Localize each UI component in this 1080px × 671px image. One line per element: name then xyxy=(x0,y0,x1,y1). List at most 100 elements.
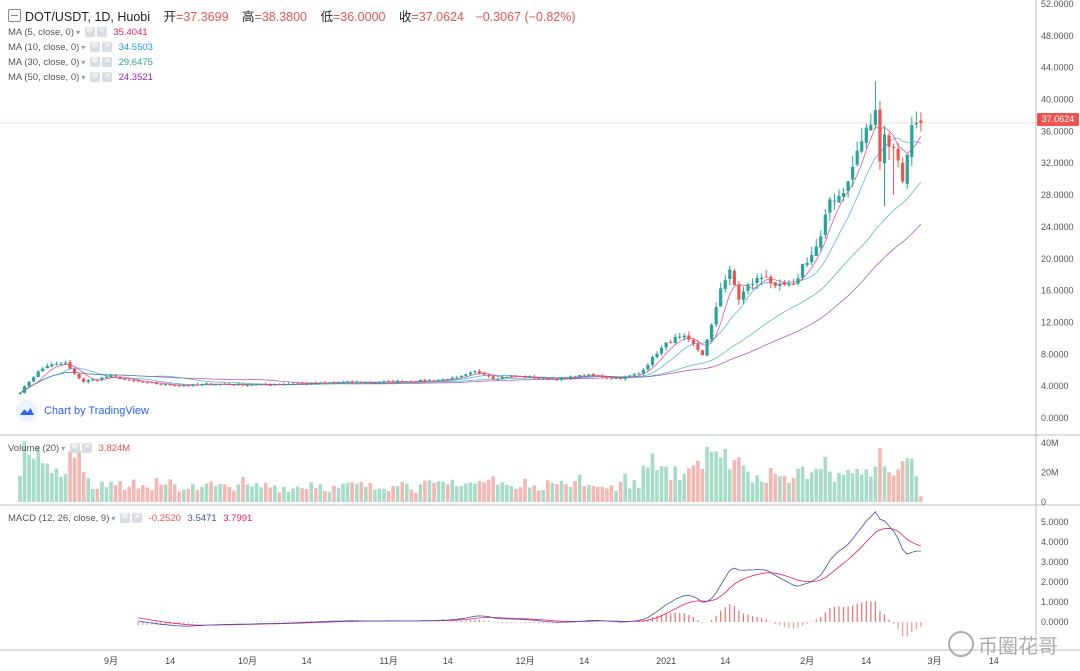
volume-bar xyxy=(95,488,100,502)
volume-bar xyxy=(68,451,72,502)
volume-bar xyxy=(259,487,263,502)
candle-body xyxy=(91,379,95,381)
candle-body xyxy=(127,379,131,381)
candle-body xyxy=(59,363,63,365)
volume-bar xyxy=(582,486,586,502)
candle-body xyxy=(377,382,382,384)
volume-bar xyxy=(759,481,764,502)
candle-body xyxy=(764,276,768,278)
candle-body xyxy=(468,372,473,375)
candle-body xyxy=(696,343,700,350)
volume-bar xyxy=(623,473,627,502)
price-tick-label: 24.0000 xyxy=(1041,222,1074,232)
ma30-remove-icon[interactable] xyxy=(101,56,112,68)
volume-bar xyxy=(755,475,759,502)
candle-body xyxy=(154,382,159,385)
macd-settings-icon[interactable] xyxy=(120,511,131,524)
candle-body xyxy=(73,368,77,374)
volume-bar xyxy=(768,467,773,502)
volume-bar xyxy=(277,492,282,502)
volume-bar xyxy=(859,474,864,502)
ma5-settings-icon[interactable] xyxy=(84,25,95,38)
ma50-dropdown-icon[interactable]: ▾ xyxy=(81,72,86,82)
ma50-settings-icon[interactable] xyxy=(89,70,100,83)
macd-dropdown-icon[interactable]: ▾ xyxy=(111,513,116,523)
candle-body xyxy=(619,377,623,380)
ma10-settings-icon[interactable] xyxy=(89,40,100,53)
ma50-remove-icon[interactable] xyxy=(101,71,112,83)
price-tick-label: 48.0000 xyxy=(1041,31,1074,41)
volume-bar xyxy=(295,486,300,502)
time-tick-label: 14 xyxy=(989,656,999,666)
volume-bar xyxy=(650,453,655,502)
candle-body xyxy=(582,375,586,377)
volume-bar xyxy=(309,482,313,502)
volume-bar xyxy=(213,485,218,502)
candle-body xyxy=(414,381,418,383)
volume-bar xyxy=(564,484,568,502)
volume-bar xyxy=(468,482,473,502)
volume-bar xyxy=(655,470,659,502)
candle-body xyxy=(241,384,245,386)
candle-body xyxy=(405,381,409,383)
candle-body xyxy=(541,377,545,379)
ma30-dropdown-icon[interactable]: ▾ xyxy=(81,57,86,67)
price-tick-label: 52.0000 xyxy=(1041,0,1074,9)
candle-body xyxy=(182,385,186,387)
ma5-label: MA (5, close, 0) xyxy=(8,27,74,38)
volume-bar xyxy=(891,475,896,502)
candle-body xyxy=(882,134,887,164)
candle-body xyxy=(491,376,495,380)
volume-bar xyxy=(700,468,705,502)
candle-body xyxy=(259,383,263,385)
tradingview-badge[interactable]: Chart by TradingView xyxy=(16,400,149,422)
volume-dropdown-icon[interactable]: ▾ xyxy=(61,443,66,453)
volume-bar xyxy=(586,484,591,502)
candle-body xyxy=(209,383,213,385)
volume-bar xyxy=(145,487,150,502)
volume-bar xyxy=(36,445,40,502)
volume-bar xyxy=(273,485,277,502)
volume-settings-icon[interactable] xyxy=(69,441,80,454)
volume-bar xyxy=(878,448,882,502)
symbol-menu-icon[interactable] xyxy=(8,9,21,22)
candle-body xyxy=(223,383,227,385)
candle-body xyxy=(650,357,655,365)
volume-bar xyxy=(559,480,564,502)
price-tick-label: 32.0000 xyxy=(1041,158,1074,168)
volume-bar xyxy=(837,472,841,502)
time-tick-label: 2021 xyxy=(656,656,676,666)
price-tick-label: 8.0000 xyxy=(1041,349,1069,359)
volume-bar xyxy=(714,451,718,502)
volume-bar xyxy=(646,467,650,502)
volume-bar xyxy=(741,465,746,502)
candle-body xyxy=(514,375,518,377)
candle-body xyxy=(782,283,786,286)
ma10-remove-icon[interactable] xyxy=(101,41,112,53)
candle-body xyxy=(841,192,846,197)
ma30-settings-icon[interactable] xyxy=(89,55,100,68)
volume-bar xyxy=(609,485,614,502)
volume-bar xyxy=(614,491,618,502)
candle-body xyxy=(450,377,454,380)
close-value: =37.0624 xyxy=(411,10,464,24)
ma5-remove-icon[interactable] xyxy=(96,26,107,38)
candle-body xyxy=(473,371,477,373)
volume-bar xyxy=(800,466,805,502)
time-tick-label: 12月 xyxy=(516,656,535,666)
macd-tick-label: 1.0000 xyxy=(1041,597,1069,607)
volume-bar xyxy=(709,451,714,502)
ma5-dropdown-icon[interactable]: ▾ xyxy=(76,27,81,37)
candle-body xyxy=(104,376,109,378)
candle-body xyxy=(437,379,441,381)
volume-bar xyxy=(386,491,391,502)
candle-body xyxy=(391,381,395,383)
macd-remove-icon[interactable] xyxy=(132,512,143,524)
volume-bar xyxy=(464,483,468,502)
ma10-dropdown-icon[interactable]: ▾ xyxy=(81,42,86,52)
candle-body xyxy=(887,135,891,147)
volume-bar xyxy=(809,472,814,502)
candle-body xyxy=(805,262,809,266)
volume-remove-icon[interactable] xyxy=(81,442,92,454)
